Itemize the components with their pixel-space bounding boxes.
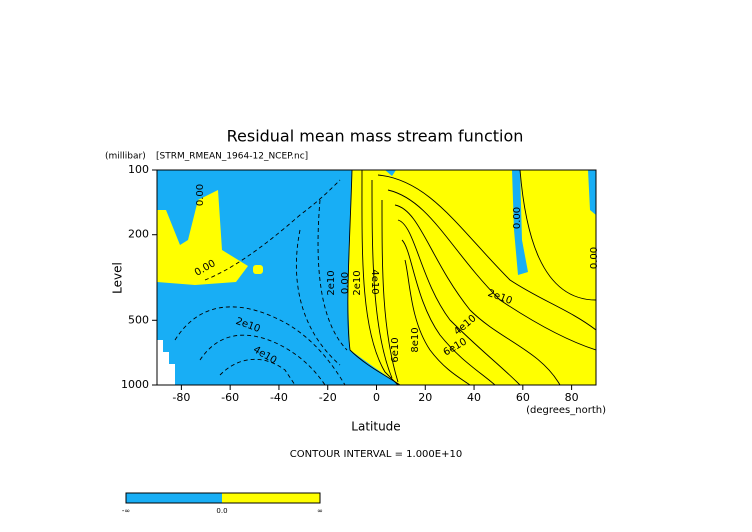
contour-line bbox=[174, 306, 346, 385]
contour-line bbox=[204, 179, 341, 281]
y-tick-label: 100 bbox=[128, 163, 149, 176]
contour-line bbox=[377, 174, 596, 331]
chart-title: Residual mean mass stream function bbox=[227, 127, 524, 146]
contour-line bbox=[371, 179, 393, 379]
contour-line bbox=[381, 199, 399, 383]
contour-line bbox=[387, 189, 596, 351]
x-tick-label: 20 bbox=[418, 391, 432, 404]
contour-label: 0.00 bbox=[512, 207, 523, 229]
negative-region bbox=[512, 170, 528, 275]
contour-line bbox=[519, 170, 596, 301]
x-tick-label: 60 bbox=[516, 391, 530, 404]
colorbar: -∞ 0.0 ∞ bbox=[122, 492, 323, 515]
x-tick-label: -60 bbox=[221, 391, 239, 404]
missing-region bbox=[157, 340, 175, 385]
contour-line bbox=[295, 229, 341, 366]
contour-line bbox=[347, 170, 401, 385]
colorbar-label: -∞ bbox=[122, 507, 130, 515]
contour-label: 0.00 bbox=[340, 272, 351, 294]
contour-line bbox=[219, 358, 296, 385]
x-axis-label: Latitude bbox=[351, 420, 400, 434]
contour-label: 2e10 bbox=[352, 270, 363, 295]
negative-region bbox=[157, 170, 400, 385]
y-unit: (millibar) bbox=[105, 152, 146, 162]
y-axis-label: Level bbox=[111, 262, 125, 294]
contour-line bbox=[394, 204, 561, 385]
contour-line bbox=[317, 199, 348, 351]
colorbar-label: 0.0 bbox=[216, 507, 227, 515]
contour-label: 0.00 bbox=[589, 247, 600, 269]
x-tick-label: 80 bbox=[565, 391, 579, 404]
y-tick-label: 500 bbox=[128, 313, 149, 326]
x-tick-label: 0 bbox=[373, 391, 380, 404]
contour-line bbox=[361, 170, 399, 385]
contour-label: 6e10 bbox=[390, 337, 401, 362]
negative-region bbox=[385, 170, 396, 176]
contour-label: 2e10 bbox=[326, 270, 337, 295]
subtitle: [STRM_RMEAN_1964-12_NCEP.nc] bbox=[156, 152, 308, 162]
contour-label: 8e10 bbox=[410, 327, 421, 352]
contour-field bbox=[157, 170, 596, 385]
colorbar-swatch bbox=[222, 493, 320, 503]
contour-label: 4e10 bbox=[369, 269, 380, 294]
colorbar-label: ∞ bbox=[317, 507, 323, 515]
contour-line bbox=[404, 259, 471, 385]
contour-line bbox=[397, 219, 521, 385]
x-tick-label: -20 bbox=[319, 391, 337, 404]
y-tick-label: 200 bbox=[128, 228, 149, 241]
contour-line bbox=[401, 239, 496, 385]
x-tick-label: -80 bbox=[172, 391, 190, 404]
y-tick-label: 1000 bbox=[121, 378, 149, 391]
x-tick-label: 40 bbox=[467, 391, 481, 404]
contour-interval: CONTOUR INTERVAL = 1.000E+10 bbox=[290, 449, 462, 460]
colorbar-swatch bbox=[126, 493, 222, 503]
colorbar-frame bbox=[125, 492, 321, 504]
contour-label: 0.00 bbox=[195, 184, 206, 206]
x-tick-label: -40 bbox=[270, 391, 288, 404]
negative-region bbox=[588, 170, 596, 215]
x-unit: (degrees_north) bbox=[526, 405, 606, 416]
positive-region bbox=[253, 265, 263, 274]
